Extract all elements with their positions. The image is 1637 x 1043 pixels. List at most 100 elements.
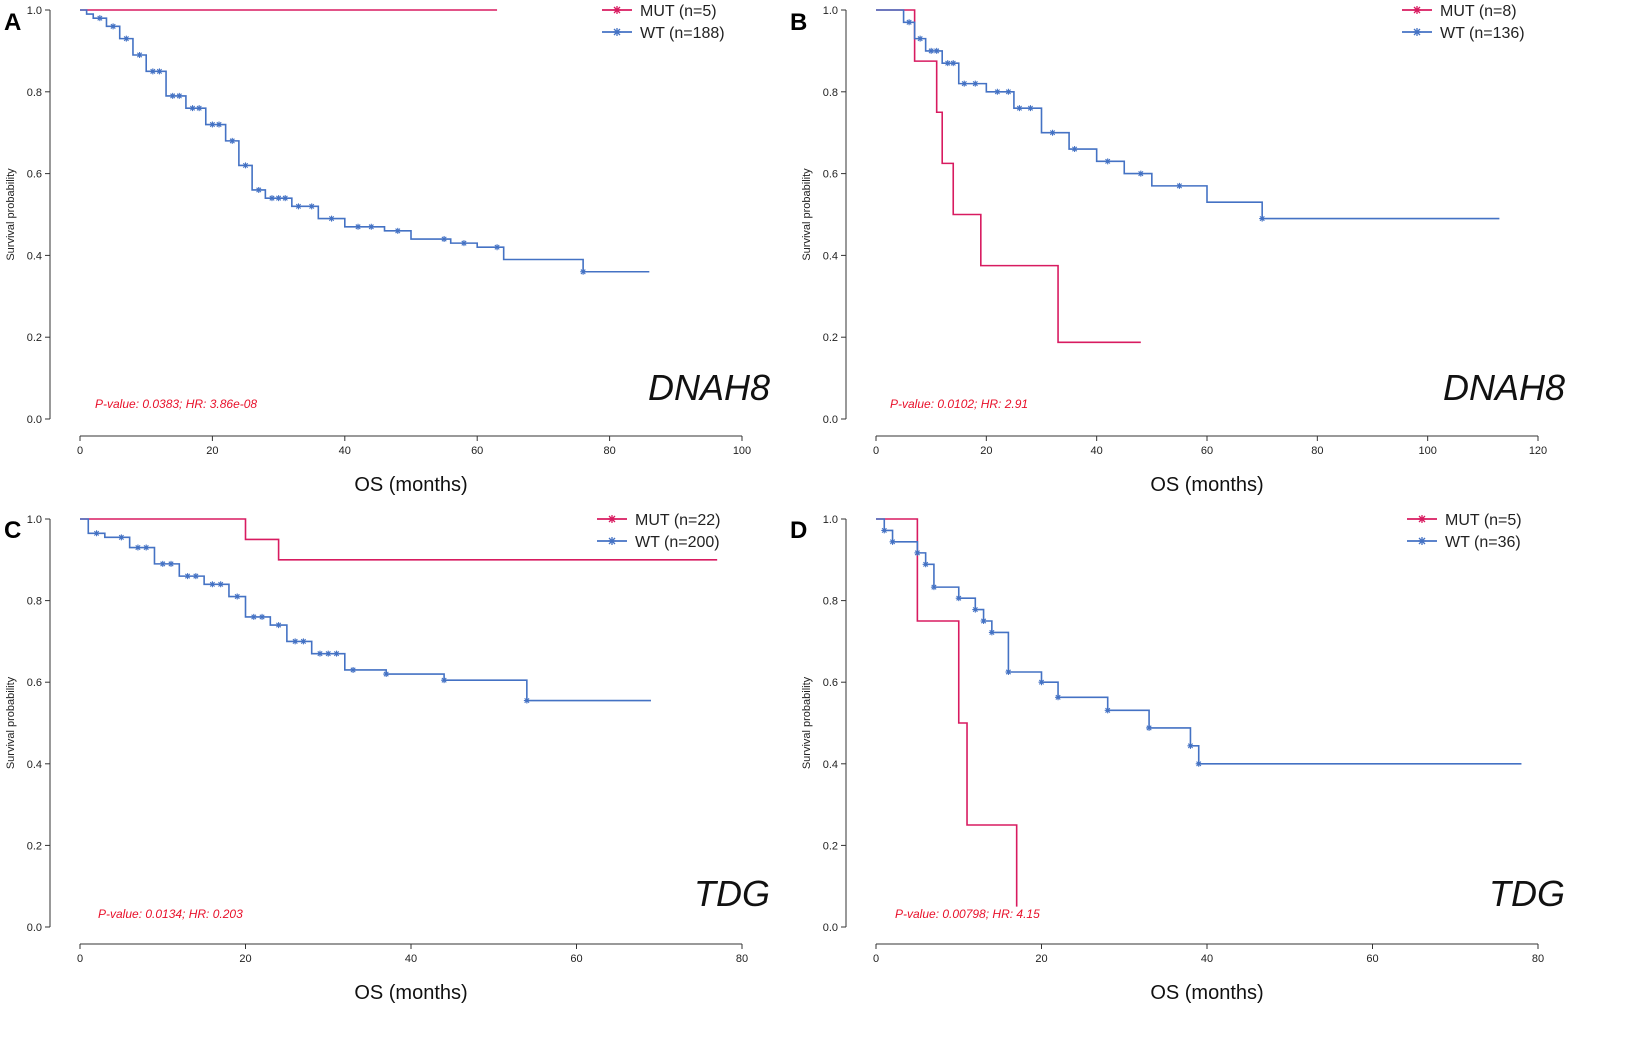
censor-mark-wt: [917, 35, 924, 42]
censor-mark-wt: [325, 650, 332, 657]
censor-mark-wt: [295, 203, 302, 210]
x-tick-label: 120: [1529, 445, 1547, 457]
censor-mark-wt: [217, 581, 224, 588]
censor-mark-wt: [229, 137, 236, 144]
y-tick-label: 0.0: [27, 922, 42, 934]
legend-marker-mut: [1413, 6, 1421, 14]
x-tick-label: 60: [471, 445, 483, 457]
legend-marker-wt: [613, 28, 621, 36]
censor-mark-wt: [316, 650, 323, 657]
panel-letter: C: [4, 517, 21, 544]
censor-mark-wt: [441, 677, 448, 684]
x-tick-label: 0: [873, 445, 879, 457]
series-line-wt: [80, 9, 650, 273]
y-tick-label: 0.6: [27, 169, 42, 181]
censor-mark-wt: [110, 23, 117, 30]
censor-mark-wt: [268, 195, 275, 202]
censor-mark-wt: [189, 105, 196, 112]
censor-mark-wt: [955, 595, 962, 602]
y-tick-label: 0.8: [27, 596, 42, 608]
panel-a: A 0.0 0.2 0.4 0.6 0.8 1.0 0 20 40 60 80 100 OS (month…: [4, 3, 770, 496]
censor-mark-wt: [209, 581, 216, 588]
censor-mark-wt: [1016, 105, 1023, 112]
panel-letter: D: [790, 517, 807, 544]
legend-label-wt: WT (n=200): [635, 534, 720, 551]
legend-marker-mut: [613, 6, 621, 14]
censor-mark-wt: [1137, 170, 1144, 177]
legend-label-wt: WT (n=136): [1440, 25, 1525, 42]
censor-mark-wt: [1038, 679, 1045, 686]
x-tick-label: 80: [603, 445, 615, 457]
y-tick-label: 0.4: [823, 759, 838, 771]
y-tick-label: 0.6: [823, 677, 838, 689]
censor-mark-wt: [1005, 88, 1012, 95]
censor-mark-wt: [933, 47, 940, 54]
legend-label-mut: MUT (n=22): [635, 512, 721, 529]
censor-mark-wt: [156, 68, 163, 75]
x-tick-label: 40: [1091, 445, 1103, 457]
censor-mark-wt: [209, 121, 216, 128]
y-tick-label: 1.0: [27, 5, 42, 17]
censor-mark-wt: [184, 573, 191, 580]
censor-mark-wt: [143, 544, 150, 551]
censor-mark-wt: [242, 162, 249, 169]
gene-label: DNAH8: [648, 367, 770, 408]
censor-mark-wt: [1027, 105, 1034, 112]
censor-mark-wt: [300, 638, 307, 645]
x-tick-label: 40: [1201, 953, 1213, 965]
y-tick-label: 1.0: [823, 5, 838, 17]
censor-mark-wt: [176, 92, 183, 99]
censor-mark-wt: [944, 60, 951, 67]
censor-mark-wt: [1104, 158, 1111, 165]
y-tick-label: 0.2: [27, 332, 42, 344]
censor-mark-wt: [906, 19, 913, 26]
censor-mark-wt: [383, 671, 390, 678]
x-axis-label: OS (months): [1150, 982, 1263, 1004]
censor-mark-wt: [881, 527, 888, 534]
censor-mark-wt: [96, 15, 103, 22]
x-tick-label: 20: [206, 445, 218, 457]
censor-mark-wt: [972, 606, 979, 613]
gene-label: TDG: [694, 873, 770, 914]
x-axis-label: OS (months): [1150, 474, 1263, 496]
censor-mark-wt: [889, 538, 896, 545]
y-tick-label: 0.4: [27, 759, 42, 771]
censor-mark-wt: [523, 697, 530, 704]
pvalue-annotation: P-value: 0.0383; HR: 3.86e-08: [95, 397, 257, 411]
censor-mark-wt: [994, 88, 1001, 95]
censor-mark-wt: [355, 223, 362, 230]
x-tick-label: 80: [736, 953, 748, 965]
panel-letter: A: [4, 9, 21, 36]
censor-mark-wt: [250, 613, 257, 620]
censor-mark-wt: [259, 613, 266, 620]
censor-mark-wt: [930, 584, 937, 591]
censor-mark-wt: [1055, 694, 1062, 701]
y-tick-label: 0.2: [823, 332, 838, 344]
censor-mark-wt: [308, 203, 315, 210]
y-tick-label: 0.2: [823, 840, 838, 852]
censor-mark-wt: [159, 560, 166, 567]
censor-mark-wt: [980, 618, 987, 624]
pvalue-annotation: P-value: 0.0134; HR: 0.203: [98, 907, 243, 921]
y-tick-label: 0.4: [27, 250, 42, 262]
y-axis-label: Survival probability: [5, 168, 17, 261]
x-tick-label: 20: [980, 445, 992, 457]
y-tick-label: 0.4: [823, 250, 838, 262]
pvalue-annotation: P-value: 0.00798; HR: 4.15: [895, 907, 1040, 921]
pvalue-annotation: P-value: 0.0102; HR: 2.91: [890, 397, 1028, 411]
censor-mark-wt: [169, 92, 176, 99]
series-line-mut: [80, 518, 718, 561]
y-tick-label: 0.2: [27, 840, 42, 852]
panel-letter: B: [790, 9, 807, 36]
x-tick-label: 40: [339, 445, 351, 457]
x-tick-label: 80: [1532, 953, 1544, 965]
panel-d: D 0.0 0.2 0.4 0.6 0.8 1.0 0 20 40 60 80 OS (months) S…: [790, 512, 1565, 1004]
series-line-mut: [876, 518, 1018, 907]
x-tick-label: 80: [1311, 445, 1323, 457]
y-axis-label: Survival probability: [801, 676, 813, 769]
legend-label-mut: MUT (n=5): [1445, 512, 1522, 529]
censor-mark-wt: [118, 534, 125, 541]
censor-mark-wt: [328, 215, 335, 222]
legend-label-mut: MUT (n=8): [1440, 3, 1517, 20]
y-tick-label: 0.6: [27, 677, 42, 689]
